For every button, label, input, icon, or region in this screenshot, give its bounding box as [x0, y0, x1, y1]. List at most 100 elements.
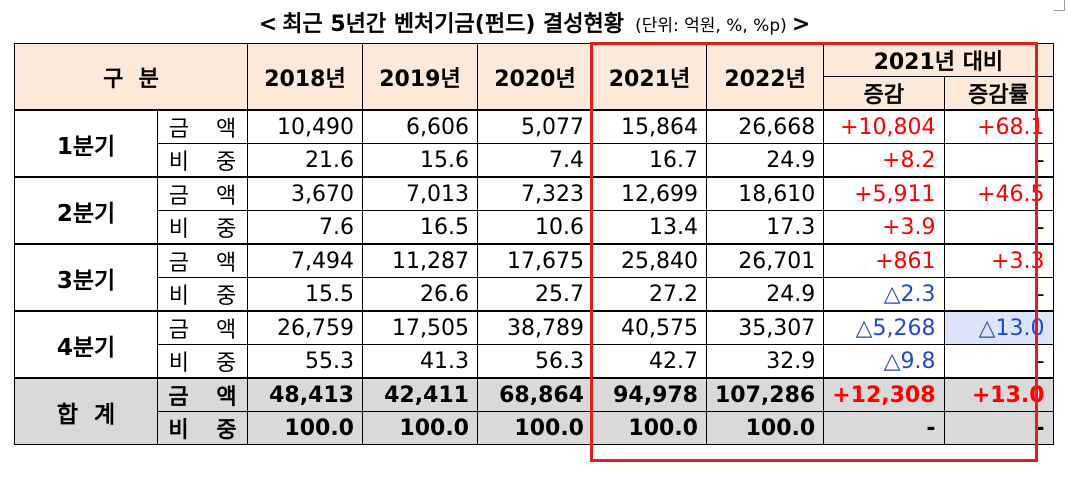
table-cell: 56.3 — [477, 344, 593, 379]
table-cell: 100.0 — [705, 411, 825, 445]
change-cell: △9.8 — [823, 344, 945, 379]
rate-cell: +46.5 — [943, 176, 1054, 211]
table-row: 비 중 7.6 16.5 10.6 13.4 17.3 +3.9 - — [15, 210, 1054, 245]
total-row: 합 계 금 액 48,413 42,411 68,864 94,978 107,… — [14, 377, 1054, 445]
row-label: 금 액 — [157, 176, 248, 211]
change-cell: +10,804 — [823, 109, 945, 144]
table-cell: 21.6 — [247, 143, 363, 178]
table-cell: 10.6 — [477, 210, 593, 245]
change-cell: △2.3 — [823, 277, 945, 312]
quarter-label: 4분기 — [14, 310, 158, 379]
table-row: 1분기 금 액 10,490 6,606 5,077 15,864 26,668… — [14, 109, 1054, 178]
rate-cell: - — [943, 411, 1054, 445]
table-cell: 40,575 — [592, 310, 707, 345]
row-label: 비 중 — [157, 344, 248, 379]
table-title: < 최근 5년간 벤처기금(펀드) 결성현황 (단위: 억원, %, %p) > — [0, 6, 1069, 38]
row-label: 비 중 — [157, 411, 248, 445]
header-comparison: 2021년 대비 — [823, 43, 1054, 77]
rate-cell: +13.0 — [943, 377, 1054, 412]
header-year-2022: 2022년 — [705, 43, 825, 111]
row-label: 금 액 — [157, 377, 248, 412]
table-row: 3분기 금 액 7,494 11,287 17,675 25,840 26,70… — [14, 243, 1054, 312]
table-cell: 48,413 — [247, 377, 363, 412]
table-cell: 100.0 — [247, 411, 363, 445]
table-cell: 6,606 — [362, 109, 478, 144]
quarter-label: 1분기 — [14, 109, 158, 178]
title-right-arrow: > — [791, 12, 811, 37]
change-cell: - — [823, 411, 945, 445]
table-row: 4분기 금 액 26,759 17,505 38,789 40,575 35,3… — [14, 310, 1054, 379]
row-label: 비 중 — [157, 143, 248, 178]
table-cell: 16.7 — [592, 143, 707, 178]
row-label: 비 중 — [157, 210, 248, 245]
table-cell: 7.4 — [477, 143, 593, 178]
rate-cell: - — [943, 344, 1054, 379]
table-cell: 27.2 — [592, 277, 707, 312]
table-cell: 38,789 — [477, 310, 593, 345]
table-cell: 35,307 — [705, 310, 825, 345]
table-cell: 7,013 — [362, 176, 478, 211]
title-left-arrow: < — [258, 12, 278, 37]
change-cell: +12,308 — [823, 377, 945, 412]
table-cell: 7.6 — [247, 210, 363, 245]
table-cell: 26,701 — [705, 243, 825, 278]
table-row: 비 중 55.3 41.3 56.3 42.7 32.9 △9.8 - — [15, 344, 1054, 379]
table-cell: 7,323 — [477, 176, 593, 211]
header-year-2019: 2019년 — [362, 43, 478, 111]
row-label: 금 액 — [157, 310, 248, 345]
table-cell: 55.3 — [247, 344, 363, 379]
venture-fund-table: 구 분 2018년 2019년 2020년 2021년 2022년 2021년 … — [14, 43, 1054, 445]
table-cell: 32.9 — [705, 344, 825, 379]
table-cell: 26.6 — [362, 277, 478, 312]
table-cell: 42.7 — [592, 344, 707, 379]
header-change: 증감 — [823, 76, 945, 111]
table-cell: 3,670 — [247, 176, 363, 211]
table-cell: 26,759 — [247, 310, 363, 345]
header-year-2020: 2020년 — [477, 43, 593, 111]
table-cell: 100.0 — [592, 411, 707, 445]
table-cell: 15.6 — [362, 143, 478, 178]
rate-cell: △13.0 — [943, 310, 1054, 345]
rate-cell: +3.3 — [943, 243, 1054, 278]
table-cell: 26,668 — [705, 109, 825, 144]
quarter-label: 3분기 — [14, 243, 158, 312]
table-cell: 15.5 — [247, 277, 363, 312]
change-cell: +861 — [823, 243, 945, 278]
table-cell: 5,077 — [477, 109, 593, 144]
table-cell: 12,699 — [592, 176, 707, 211]
title-unit: (단위: 억원, %, %p) — [635, 16, 787, 36]
header-change-rate: 증감률 — [943, 76, 1054, 111]
table-cell: 100.0 — [362, 411, 478, 445]
table-cell: 17,505 — [362, 310, 478, 345]
row-label: 금 액 — [157, 243, 248, 278]
title-main: 최근 5년간 벤처기금(펀드) 결성현황 — [282, 12, 624, 37]
rate-cell: +68.1 — [943, 109, 1054, 144]
change-cell: +5,911 — [823, 176, 945, 211]
row-label: 금 액 — [157, 109, 248, 144]
table-cell: 100.0 — [477, 411, 593, 445]
table-cell: 25.7 — [477, 277, 593, 312]
quarter-label: 2분기 — [14, 176, 158, 245]
table-cell: 10,490 — [247, 109, 363, 144]
table-cell: 107,286 — [705, 377, 825, 412]
corner-mark — [1054, 0, 1065, 11]
table-cell: 7,494 — [247, 243, 363, 278]
total-label: 합 계 — [14, 377, 158, 445]
table-cell: 24.9 — [705, 277, 825, 312]
change-cell: △5,268 — [823, 310, 945, 345]
table-cell: 16.5 — [362, 210, 478, 245]
table-row: 비 중 21.6 15.6 7.4 16.7 24.9 +8.2 - — [15, 143, 1054, 178]
table-row: 2분기 금 액 3,670 7,013 7,323 12,699 18,610 … — [14, 176, 1054, 245]
table-cell: 17.3 — [705, 210, 825, 245]
table-row: 비 중 15.5 26.6 25.7 27.2 24.9 △2.3 - — [15, 277, 1054, 312]
header-year-2018: 2018년 — [247, 43, 363, 111]
table-cell: 18,610 — [705, 176, 825, 211]
table-cell: 11,287 — [362, 243, 478, 278]
change-cell: +8.2 — [823, 143, 945, 178]
rate-cell: - — [943, 277, 1054, 312]
table-cell: 25,840 — [592, 243, 707, 278]
table-cell: 17,675 — [477, 243, 593, 278]
rate-cell: - — [943, 210, 1054, 245]
table-cell: 15,864 — [592, 109, 707, 144]
table-cell: 42,411 — [362, 377, 478, 412]
